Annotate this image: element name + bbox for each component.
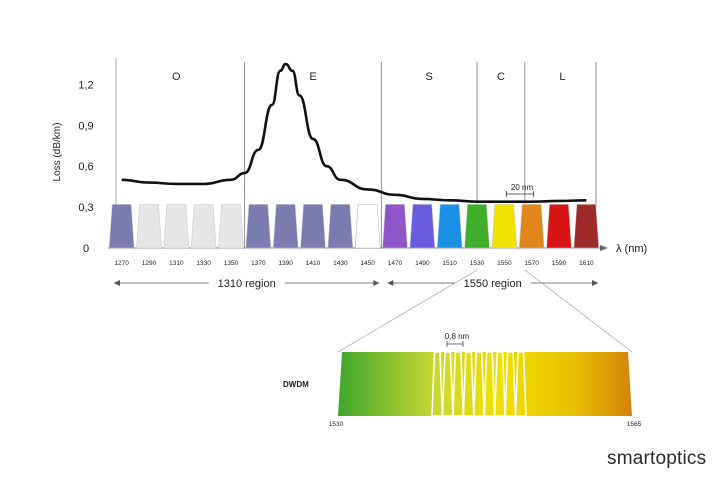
x-tick-label: 1410 (306, 260, 321, 267)
region-arrowhead (592, 280, 598, 286)
cwdm-channel-1410 (300, 204, 326, 249)
zoom-line (337, 269, 478, 353)
x-tick-label: 1570 (524, 260, 539, 267)
dwdm-channel (452, 351, 465, 417)
cwdm-channel-1270 (108, 204, 135, 249)
x-tick-label: 1510 (442, 260, 457, 267)
x-tick-label: 1330 (196, 260, 211, 267)
y-tick-label: 1,2 (78, 79, 93, 91)
y-axis-label: Loss (dB/km) (52, 123, 63, 182)
cwdm-channel-1330 (190, 204, 217, 249)
cwdm-channel-1570 (518, 204, 545, 249)
cwdm-channel-1350 (218, 204, 244, 249)
x-axis-label: λ (nm) (616, 243, 647, 255)
dwdm-label: DWDM (283, 380, 309, 389)
x-axis-arrow (600, 245, 608, 251)
x-tick-label: 1370 (251, 260, 266, 267)
cwdm-channel-1290 (136, 204, 162, 249)
cwdm-channel-1370 (245, 204, 272, 249)
band-label-E: E (309, 71, 316, 83)
y-tick-label: 0,3 (78, 202, 93, 214)
cwdm-channels (108, 204, 600, 249)
zoom-line (524, 269, 633, 353)
band-label-O: O (172, 71, 181, 83)
cwdm-channel-1490 (409, 204, 436, 249)
dwdm-channel (462, 351, 475, 417)
x-tick-label: 1350 (224, 260, 239, 267)
dwdm-start-label: 1530 (329, 421, 344, 428)
dwdm-channel (472, 351, 486, 417)
y-tick-label: 0,6 (78, 161, 93, 173)
cwdm-channel-1450 (354, 204, 381, 249)
x-tick-label: 1310 (169, 260, 184, 267)
dwdm-end-label: 1565 (627, 421, 642, 428)
cwdm-channel-1530 (464, 204, 490, 249)
region-arrowhead (387, 280, 394, 286)
loss-curve-line (121, 62, 587, 203)
dwdm-channel (504, 351, 517, 417)
x-tick-label: 1430 (333, 260, 348, 267)
dwdm-spacing-label: 0,8 nm (445, 332, 470, 341)
x-tick-label: 1470 (388, 260, 403, 267)
dwdm-channel (493, 351, 506, 417)
dwdm-channel (514, 351, 527, 417)
band-label-C: C (497, 71, 505, 83)
chart-labels: 0 0,3 0,6 0,9 1,2 Loss (dB/km) λ (nm) O E S C L 1270… (52, 71, 647, 290)
y-tick-label: 0 (83, 243, 89, 255)
spacing-label: 20 nm (511, 183, 534, 192)
x-tick-label: 1270 (114, 260, 129, 267)
loss-curve (121, 62, 587, 203)
region-label: 1310 region (218, 278, 276, 290)
x-tick-label: 1490 (415, 260, 430, 267)
cwdm-channel-1590 (546, 204, 572, 249)
x-tick-label: 1390 (278, 260, 293, 267)
cwdm-channel-1310 (163, 204, 190, 249)
cwdm-channel-1550 (491, 204, 518, 249)
cwdm-channel-1390 (272, 204, 299, 249)
x-tick-label: 1450 (360, 260, 375, 267)
dwdm-inset: 0,8 nm DWDM 1530 1565 (283, 269, 642, 428)
region-label: 1550 region (464, 278, 522, 290)
x-tick-label: 1550 (497, 260, 512, 267)
cwdm-channel-1470 (382, 204, 408, 249)
x-tick-label: 1590 (552, 260, 567, 267)
y-tick-label: 0,9 (78, 120, 93, 132)
cwdm-channel-1430 (327, 204, 354, 249)
region-arrowhead (114, 280, 120, 286)
band-label-S: S (425, 71, 432, 83)
dwdm-channel (441, 351, 454, 417)
brand-logo-text: smartoptics (607, 448, 707, 469)
region-arrowhead (373, 280, 380, 286)
x-tick-label: 1530 (470, 260, 485, 267)
cwdm-channel-1610 (573, 204, 600, 249)
x-tick-label: 1290 (142, 260, 157, 267)
dwdm-channel (483, 351, 496, 417)
cwdm-channel-1510 (436, 204, 463, 249)
band-label-L: L (559, 71, 565, 83)
x-tick-label: 1610 (579, 260, 594, 267)
dwdm-channel (431, 351, 444, 417)
